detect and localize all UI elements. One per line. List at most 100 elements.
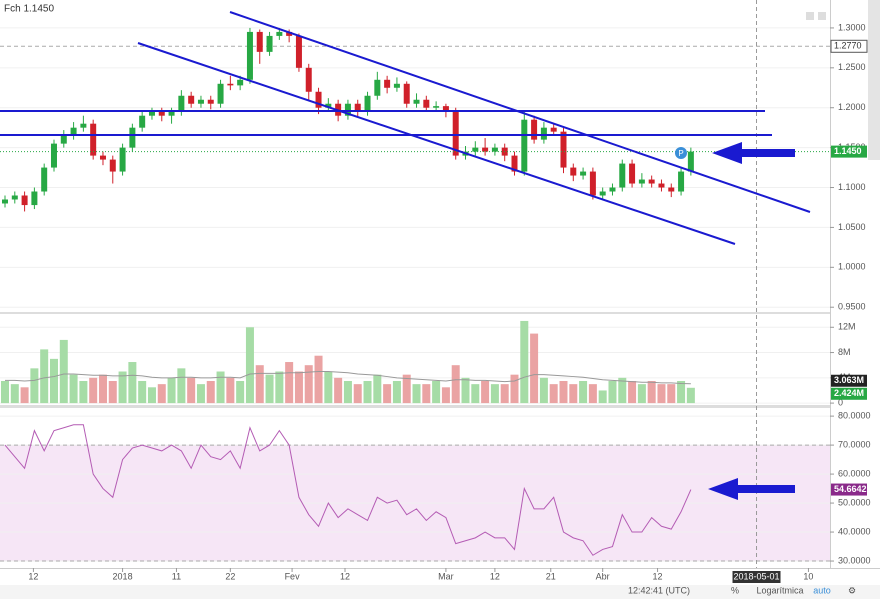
candle-body bbox=[521, 119, 528, 172]
volume-ma bbox=[4, 371, 691, 385]
icon[interactable] bbox=[818, 12, 826, 20]
status-log[interactable]: Logarítmica bbox=[756, 585, 803, 595]
axis-line bbox=[830, 0, 831, 568]
volume-bar bbox=[0, 380, 9, 404]
candle-body bbox=[227, 83, 234, 86]
candle-body bbox=[354, 103, 361, 112]
candle-body bbox=[374, 79, 381, 96]
y-tick-label: 80.0000 bbox=[838, 410, 871, 420]
status-auto[interactable]: auto bbox=[813, 585, 831, 595]
volume-bar bbox=[89, 377, 98, 404]
candle-body bbox=[570, 167, 577, 176]
volume-bar bbox=[500, 384, 509, 404]
candle-body bbox=[482, 147, 489, 152]
volume-bar bbox=[432, 380, 441, 404]
volume-bar bbox=[294, 371, 303, 404]
candle-body bbox=[148, 111, 155, 116]
candle-body bbox=[599, 191, 606, 196]
rsi-label: 54.6642 bbox=[834, 484, 867, 494]
volume-bar bbox=[637, 384, 646, 404]
volume-bar bbox=[461, 377, 470, 404]
volume-bar bbox=[324, 371, 333, 404]
candle-body bbox=[687, 151, 694, 172]
trend-line bbox=[137, 42, 736, 245]
arrow bbox=[708, 478, 795, 500]
volume-bar bbox=[353, 384, 362, 404]
drawings: P bbox=[0, 11, 811, 500]
volume-bar bbox=[608, 380, 617, 404]
candle-body bbox=[315, 91, 322, 108]
candle-body bbox=[305, 67, 312, 92]
y-tick-label: 40.0000 bbox=[838, 526, 871, 536]
candle-body bbox=[60, 135, 67, 144]
volume-bar bbox=[265, 374, 274, 404]
candle-body bbox=[158, 111, 165, 116]
candle-body bbox=[276, 31, 283, 36]
volume-bar bbox=[157, 384, 166, 404]
x-tick-label: 11 bbox=[172, 571, 181, 581]
candle-body bbox=[658, 183, 665, 188]
volume-bar bbox=[147, 387, 156, 404]
volume-bar bbox=[40, 349, 49, 404]
x-tick-label: 21 bbox=[546, 571, 556, 581]
scrollbar[interactable] bbox=[868, 0, 880, 160]
rsi-label-bg bbox=[831, 483, 867, 496]
volume-bar bbox=[520, 320, 529, 404]
volume-bar bbox=[451, 365, 460, 404]
chart-title: Fch 1.1450 bbox=[4, 4, 54, 15]
volume-bar bbox=[334, 377, 343, 404]
volume-bar bbox=[657, 384, 666, 404]
volume-bar bbox=[569, 384, 578, 404]
candle-body bbox=[540, 127, 547, 140]
volume-bar bbox=[392, 380, 401, 404]
candle-body bbox=[629, 163, 636, 184]
volume-bar bbox=[30, 368, 39, 404]
candle-body bbox=[638, 179, 645, 184]
settings-icon[interactable]: ⚙ bbox=[848, 585, 856, 595]
volume-bar bbox=[559, 380, 568, 404]
candle-body bbox=[531, 119, 538, 140]
candle-body bbox=[344, 103, 351, 116]
volume-bar bbox=[98, 374, 107, 404]
candle-body bbox=[511, 155, 518, 172]
candle-body bbox=[80, 123, 87, 128]
x-tick-label: 2018 bbox=[113, 571, 133, 581]
volume-bar bbox=[177, 368, 186, 404]
reference-label: 1.2770 bbox=[834, 41, 862, 51]
icon[interactable] bbox=[806, 12, 814, 20]
y-tick-label: 12M bbox=[838, 322, 856, 332]
volume-bar bbox=[402, 374, 411, 404]
volume-bar bbox=[628, 380, 637, 404]
candle-body bbox=[99, 155, 106, 160]
volume-bar bbox=[255, 365, 264, 404]
candle-body bbox=[266, 35, 273, 52]
volume-bar bbox=[118, 371, 127, 404]
arrow bbox=[712, 142, 795, 164]
status-time: 12:42:41 (UTC) bbox=[628, 585, 690, 595]
candle-body bbox=[413, 99, 420, 104]
volume-bar bbox=[226, 377, 235, 404]
candle-body bbox=[678, 171, 685, 192]
badge[interactable] bbox=[675, 147, 687, 159]
y-tick-label: 70.0000 bbox=[838, 439, 871, 449]
candle-body bbox=[1, 199, 8, 204]
volume-bar bbox=[373, 374, 382, 404]
volume-label: 2.424M bbox=[834, 388, 864, 398]
volume-bar bbox=[196, 384, 205, 404]
volume-bar bbox=[59, 339, 68, 404]
candle-body bbox=[70, 127, 77, 136]
volume-bar bbox=[677, 380, 686, 404]
candle-body bbox=[442, 106, 449, 112]
volume-bar bbox=[167, 377, 176, 404]
volume-bar bbox=[490, 384, 499, 404]
status-percent[interactable]: % bbox=[731, 585, 739, 595]
volume-bar bbox=[49, 358, 58, 404]
candle-body bbox=[393, 83, 400, 88]
volume-bar bbox=[647, 380, 656, 404]
volume-bar bbox=[588, 384, 597, 404]
candle-body bbox=[168, 111, 175, 116]
volume-bar bbox=[20, 387, 29, 404]
candle-body bbox=[589, 171, 596, 196]
candle-body bbox=[90, 123, 97, 156]
candle-body bbox=[207, 99, 214, 104]
